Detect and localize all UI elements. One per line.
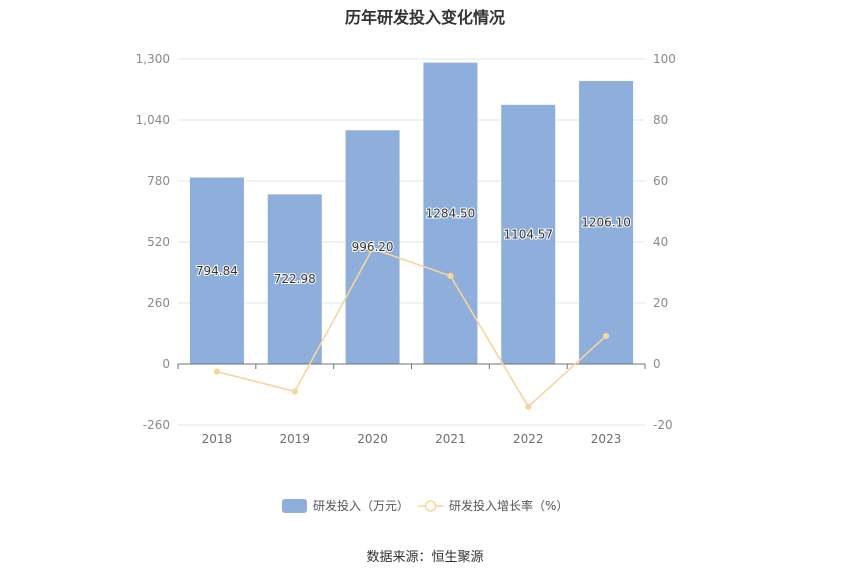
bar-labels: 794.84 722.98 996.20 1284.50 1104.57 1206.10 xyxy=(195,205,632,287)
bar xyxy=(423,62,478,365)
x-axis xyxy=(177,363,646,369)
bar-value-label: 1284.50 xyxy=(426,206,476,220)
y-right-tick-label: -20 xyxy=(653,418,673,432)
y-left-tick-label: 520 xyxy=(147,235,170,249)
x-tick-label: 2018 xyxy=(202,432,233,446)
line-point xyxy=(525,403,532,410)
y-axis-right: 100 80 60 40 20 0 -20 xyxy=(653,52,676,432)
x-tick-labels: 2018 2019 2020 2021 2022 2023 xyxy=(202,432,622,446)
bar-value-label: 996.20 xyxy=(352,240,394,254)
y-right-tick-label: 40 xyxy=(653,235,668,249)
bar-value-label: 794.84 xyxy=(196,264,238,278)
y-left-tick-label: -260 xyxy=(143,418,170,432)
bar-value-label: 722.98 xyxy=(274,272,316,286)
legend: 研发投入（万元） 研发投入增长率（%） xyxy=(282,498,568,513)
y-left-tick-label: 1,300 xyxy=(136,52,170,66)
line-series xyxy=(213,245,610,410)
chart-title: 历年研发投入变化情况 xyxy=(344,8,505,27)
growth-line xyxy=(216,247,607,408)
x-tick-label: 2022 xyxy=(513,432,544,446)
bar xyxy=(267,194,322,364)
line-point xyxy=(369,245,376,252)
line-point xyxy=(602,332,610,340)
legend-line-marker xyxy=(424,500,437,512)
legend-line-label: 研发投入增长率（%） xyxy=(449,498,568,513)
y-right-tick-label: 60 xyxy=(653,174,668,188)
data-source: 数据来源：恒生聚源 xyxy=(366,550,484,565)
legend-bar-swatch xyxy=(282,499,307,513)
y-left-tick-label: 1,040 xyxy=(136,113,170,127)
line-point xyxy=(447,272,454,279)
x-tick-label: 2020 xyxy=(357,432,388,446)
x-tick-label: 2021 xyxy=(435,432,466,446)
x-tick-label: 2019 xyxy=(279,432,310,446)
legend-bar-label: 研发投入（万元） xyxy=(313,498,409,513)
y-axis-left: 1,300 1,040 780 520 260 0 -260 xyxy=(136,52,170,432)
bar xyxy=(189,177,244,364)
y-left-tick-label: 260 xyxy=(147,296,170,310)
y-right-tick-label: 0 xyxy=(653,357,661,371)
y-left-tick-label: 0 xyxy=(162,357,170,371)
y-right-tick-label: 100 xyxy=(653,52,676,66)
y-right-tick-label: 20 xyxy=(653,296,668,310)
y-left-tick-label: 780 xyxy=(147,174,170,188)
bar xyxy=(579,81,634,364)
bar-series xyxy=(189,62,634,365)
x-tick-label: 2023 xyxy=(591,432,622,446)
bar xyxy=(501,104,556,364)
grid-lines xyxy=(178,58,645,426)
bar-value-label: 1206.10 xyxy=(581,216,631,230)
bar-value-label: 1104.57 xyxy=(503,227,553,241)
line-point xyxy=(213,368,221,375)
line-point xyxy=(291,388,298,395)
y-right-tick-label: 80 xyxy=(653,113,668,127)
